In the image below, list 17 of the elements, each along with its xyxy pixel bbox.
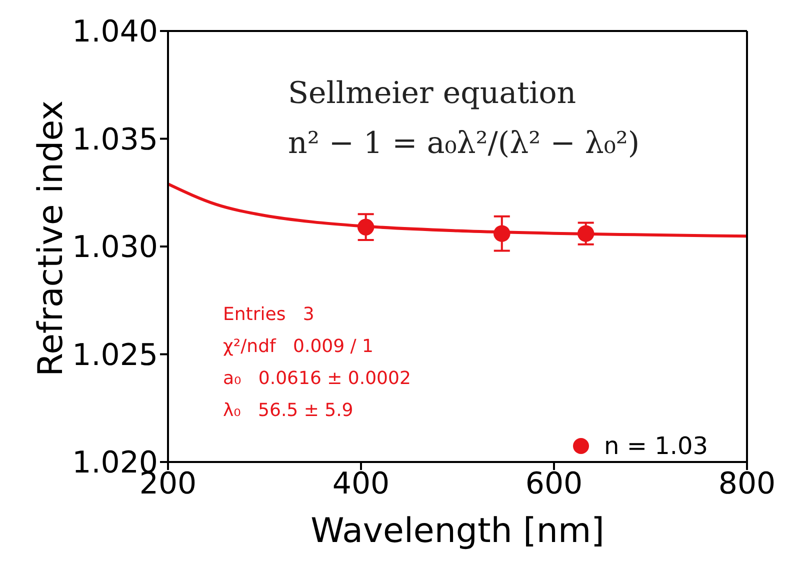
x-tick-label: 400 xyxy=(332,466,390,502)
annotation: Sellmeier equation xyxy=(288,76,576,111)
x-tick-label: 800 xyxy=(718,466,776,502)
y-tick-label: 1.030 xyxy=(72,230,158,266)
y-tick-label: 1.040 xyxy=(72,14,158,50)
y-tick-label: 1.025 xyxy=(72,338,158,373)
line-series xyxy=(168,182,747,238)
annotation: χ²/ndf 0.009 / 1 xyxy=(223,336,374,357)
annotation: λ₀ 56.5 ± 5.9 xyxy=(223,400,354,421)
annotation: n² − 1 = a₀λ²/(λ² − λ₀²) xyxy=(288,126,640,161)
y-tick-label: 1.035 xyxy=(72,122,158,158)
annotation: a₀ 0.0616 ± 0.0002 xyxy=(223,368,411,389)
legend-label: n = 1.03 xyxy=(604,432,708,460)
x-axis-title: Wavelength [nm] xyxy=(310,511,604,551)
annotation: Entries 3 xyxy=(223,304,314,325)
y-axis-title: Refractive index xyxy=(31,100,72,376)
x-tick-label: 600 xyxy=(525,466,583,502)
